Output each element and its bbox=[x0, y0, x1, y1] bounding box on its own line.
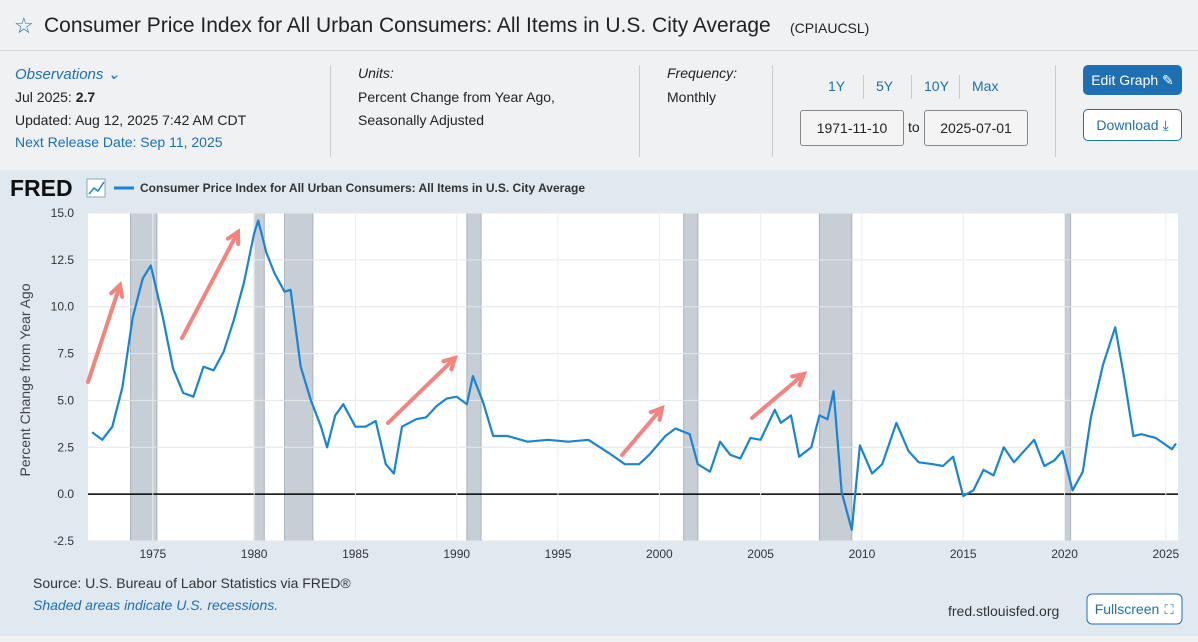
y-tick-label: 15.0 bbox=[51, 206, 75, 220]
annotation-arrow bbox=[180, 230, 240, 340]
range-button[interactable]: 1Y bbox=[828, 78, 846, 94]
y-tick-label: 5.0 bbox=[57, 393, 74, 407]
x-tick-label: 1975 bbox=[139, 547, 166, 561]
fullscreen-label: Fullscreen bbox=[1095, 601, 1160, 617]
recession-band bbox=[1064, 212, 1072, 542]
divider bbox=[0, 50, 1198, 51]
separator bbox=[330, 65, 331, 157]
x-tick-label: 1980 bbox=[241, 547, 268, 561]
observations-label: Observations bbox=[15, 66, 104, 83]
fullscreen-icon: ⛶ bbox=[1163, 602, 1174, 617]
separator bbox=[911, 75, 912, 99]
separator bbox=[863, 75, 864, 99]
units-label: Units: bbox=[358, 65, 394, 81]
x-tick-label: 2000 bbox=[646, 547, 673, 561]
chart: FRED Percent Change from Year Ago Source… bbox=[0, 170, 1198, 636]
range-button[interactable]: Max bbox=[972, 78, 999, 94]
x-tick-label: 1995 bbox=[545, 547, 572, 561]
recession-band bbox=[253, 212, 265, 542]
series-line bbox=[91, 219, 1177, 531]
units-line: Percent Change from Year Ago, bbox=[358, 89, 555, 105]
updated: Updated: Aug 12, 2025 7:42 AM CDT bbox=[15, 112, 247, 128]
annotation-arrow bbox=[750, 372, 806, 420]
obs-date: Jul 2025: bbox=[15, 89, 72, 105]
download-button[interactable]: Download ⤓ bbox=[1083, 109, 1182, 141]
legend-label: Consumer Price Index for All Urban Consu… bbox=[140, 181, 585, 195]
y-tick-label: 12.5 bbox=[51, 253, 75, 267]
annotation-arrowhead bbox=[648, 404, 665, 422]
annotation-arrowhead bbox=[109, 281, 125, 299]
annotation-arrowhead bbox=[790, 371, 808, 388]
x-tick-label: 2025 bbox=[1152, 547, 1179, 561]
separator bbox=[959, 75, 960, 99]
obs-row: Jul 2025: 2.7 bbox=[15, 89, 95, 105]
x-tick-label: 2010 bbox=[849, 547, 876, 561]
chart-icon-line bbox=[88, 181, 105, 195]
y-tick-label: 7.5 bbox=[57, 347, 74, 361]
y-tick-label: -2.5 bbox=[53, 534, 74, 548]
x-tick-label: 2005 bbox=[747, 547, 774, 561]
start-date-input[interactable]: 1971-11-10 bbox=[800, 110, 904, 146]
units-line: Seasonally Adjusted bbox=[358, 112, 485, 128]
recession-note: Shaded areas indicate U.S. recessions. bbox=[33, 597, 278, 613]
x-tick-label: 1990 bbox=[443, 547, 470, 561]
separator bbox=[772, 65, 773, 157]
annotation-arrow bbox=[620, 406, 664, 457]
next-release[interactable]: Next Release Date: Sep 11, 2025 bbox=[15, 134, 223, 150]
range-button[interactable]: 5Y bbox=[876, 78, 894, 94]
y-tick-label: 2.5 bbox=[57, 440, 74, 454]
annotation-arrow bbox=[386, 356, 457, 425]
y-tick-label: 0.0 bbox=[57, 487, 74, 501]
chart-icon bbox=[86, 178, 106, 198]
site-link[interactable]: fred.stlouisfed.org bbox=[948, 603, 1059, 619]
edit-graph-button[interactable]: Edit Graph ✎ bbox=[1083, 65, 1182, 95]
observations-toggle[interactable]: Observations ⌄ bbox=[15, 66, 121, 83]
star-icon[interactable]: ☆ bbox=[14, 13, 34, 38]
recession-band bbox=[284, 212, 314, 542]
x-tick-label: 1985 bbox=[342, 547, 369, 561]
download-label: Download bbox=[1096, 117, 1159, 133]
to-label: to bbox=[908, 119, 920, 135]
frequency-label: Frequency: bbox=[667, 65, 738, 81]
frequency: Monthly bbox=[667, 89, 717, 105]
obs-value: 2.7 bbox=[75, 89, 96, 105]
annotation-arrow bbox=[86, 283, 122, 384]
separator bbox=[1055, 65, 1056, 157]
separator bbox=[639, 65, 640, 157]
end-date-input[interactable]: 2025-07-01 bbox=[924, 110, 1028, 146]
recession-band bbox=[818, 212, 853, 542]
fullscreen-button[interactable] bbox=[1086, 593, 1183, 625]
x-tick-label: 2020 bbox=[1051, 547, 1078, 561]
plot-area bbox=[88, 213, 1178, 541]
y-axis-label: Percent Change from Year Ago bbox=[17, 283, 33, 476]
edit-graph-label: Edit Graph bbox=[1091, 72, 1159, 88]
recession-band bbox=[683, 212, 699, 542]
y-tick-label: 10.0 bbox=[51, 300, 75, 314]
series-id: (CPIAUCSL) bbox=[790, 20, 870, 36]
annotation-arrowhead bbox=[441, 355, 458, 372]
x-tick-label: 2015 bbox=[950, 547, 977, 561]
annotation-arrowhead bbox=[225, 228, 241, 246]
fred-logo: FRED bbox=[10, 175, 73, 201]
source: Source: U.S. Bureau of Labor Statistics … bbox=[33, 575, 351, 591]
page-title: Consumer Price Index for All Urban Consu… bbox=[44, 14, 771, 37]
range-button[interactable]: 10Y bbox=[924, 78, 949, 94]
